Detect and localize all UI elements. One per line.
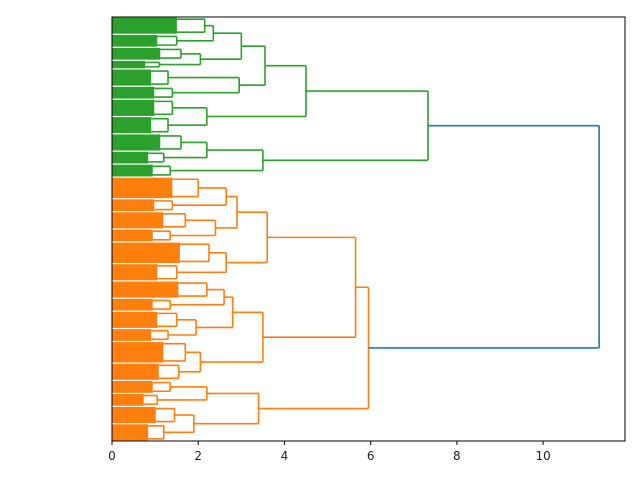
leaf-cluster-band: [112, 117, 152, 134]
leaf-cluster-band: [112, 177, 173, 199]
x-tick-label: 6: [367, 449, 375, 463]
leaf-cluster-band: [112, 47, 161, 60]
leaf-cluster-band: [112, 99, 155, 116]
leaf-cluster-band: [112, 363, 159, 380]
x-tick-label: 0: [108, 449, 116, 463]
leaf-cluster-band: [112, 381, 153, 393]
x-tick-label: 4: [281, 449, 289, 463]
leaf-cluster-band: [112, 394, 144, 406]
leaf-cluster-band: [112, 281, 179, 298]
leaf-cluster-band: [112, 242, 180, 264]
leaf-cluster-band: [112, 329, 152, 341]
leaf-cluster-band: [112, 212, 164, 229]
leaf-cluster-band: [112, 264, 158, 281]
x-tick-label: 2: [194, 449, 202, 463]
leaf-cluster-band: [112, 406, 156, 424]
leaf-cluster-band: [112, 342, 164, 363]
leaf-cluster-band: [112, 17, 177, 34]
leaf-cluster-band: [112, 424, 149, 441]
plot-frame: [111, 16, 626, 442]
leaf-cluster-band: [112, 229, 153, 242]
leaf-cluster-band: [112, 311, 158, 328]
leaf-cluster-band: [112, 298, 153, 311]
leaf-cluster-band: [112, 151, 149, 164]
leaf-cluster-band: [112, 60, 146, 69]
leaf-cluster-band: [112, 134, 161, 151]
x-tick-label: 8: [453, 449, 461, 463]
x-tick-label: 10: [535, 449, 550, 463]
leaf-cluster-band: [112, 34, 158, 47]
leaf-cluster-band: [112, 164, 153, 177]
leaf-cluster-band: [112, 86, 155, 99]
dendrogram-links: [112, 17, 600, 441]
leaf-cluster-band: [112, 69, 152, 86]
leaf-cluster-band: [112, 199, 155, 212]
x-axis: 0 2 4 6 8 10: [108, 441, 551, 463]
